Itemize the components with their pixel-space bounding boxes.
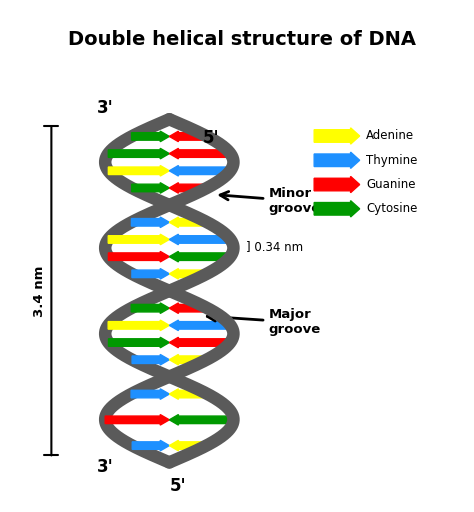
Text: Adenine: Adenine — [366, 130, 414, 142]
FancyArrow shape — [169, 415, 234, 425]
FancyArrow shape — [169, 320, 230, 331]
FancyArrow shape — [169, 251, 230, 262]
FancyArrow shape — [169, 234, 230, 245]
FancyArrow shape — [314, 128, 360, 144]
FancyArrow shape — [132, 131, 169, 142]
FancyArrow shape — [169, 131, 207, 142]
Title: Double helical structure of DNA: Double helical structure of DNA — [68, 30, 416, 49]
Text: 3': 3' — [97, 99, 114, 117]
Text: 3': 3' — [97, 458, 114, 476]
FancyArrow shape — [169, 269, 207, 279]
FancyArrow shape — [132, 269, 169, 279]
FancyArrow shape — [108, 148, 169, 159]
Text: Minor
groove: Minor groove — [220, 187, 321, 215]
Text: Cytosine: Cytosine — [366, 202, 417, 216]
FancyArrow shape — [169, 217, 207, 227]
FancyArrow shape — [109, 251, 169, 262]
Text: ] 0.34 nm: ] 0.34 nm — [246, 241, 303, 253]
FancyArrow shape — [169, 354, 207, 365]
FancyArrow shape — [169, 148, 230, 159]
FancyArrow shape — [132, 183, 169, 193]
Text: Thymine: Thymine — [366, 154, 417, 167]
FancyArrow shape — [169, 389, 208, 399]
Text: 5': 5' — [169, 477, 186, 495]
FancyArrow shape — [108, 320, 169, 331]
FancyArrow shape — [169, 303, 208, 313]
FancyArrow shape — [314, 176, 360, 193]
Text: Major
groove: Major groove — [207, 308, 321, 336]
FancyArrow shape — [169, 165, 230, 176]
FancyArrow shape — [314, 152, 360, 168]
FancyArrow shape — [132, 354, 169, 365]
FancyArrow shape — [131, 389, 169, 399]
FancyArrow shape — [132, 440, 169, 451]
FancyArrow shape — [109, 165, 169, 176]
FancyArrow shape — [108, 234, 169, 245]
Text: 3.4 nm: 3.4 nm — [33, 265, 46, 316]
FancyArrow shape — [169, 440, 206, 451]
FancyArrow shape — [169, 183, 207, 193]
FancyArrow shape — [109, 337, 169, 348]
Text: 5': 5' — [202, 129, 219, 147]
FancyArrow shape — [131, 303, 169, 313]
Text: Guanine: Guanine — [366, 178, 415, 191]
FancyArrow shape — [314, 201, 360, 217]
FancyArrow shape — [131, 217, 169, 227]
FancyArrow shape — [169, 337, 230, 348]
FancyArrow shape — [105, 415, 169, 425]
